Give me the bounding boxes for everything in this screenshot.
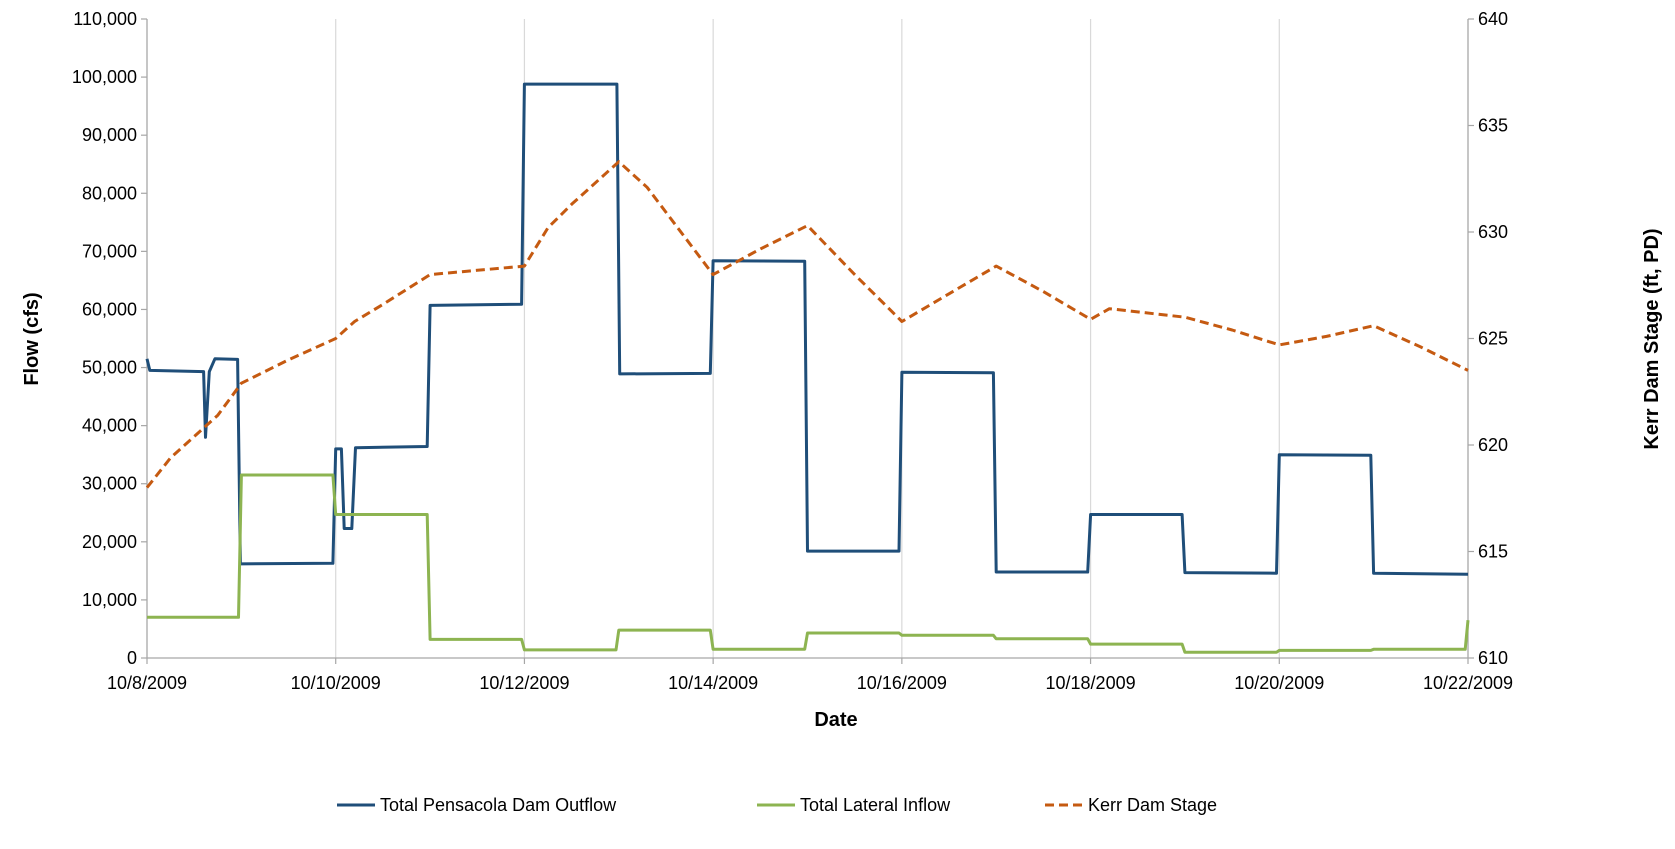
left-y-tick-label: 90,000	[82, 125, 137, 145]
left-y-tick-label: 40,000	[82, 416, 137, 436]
series-line-1	[145, 82, 1469, 576]
left-y-tick-label: 110,000	[73, 9, 137, 29]
left-y-axis-title: Flow (cfs)	[21, 292, 43, 385]
left-y-tick-label: 60,000	[82, 299, 137, 319]
plot-frame	[146, 19, 1469, 659]
x-tick-label: 10/16/2009	[857, 673, 947, 693]
legend-label-1: Total Pensacola Dam Outflow	[380, 795, 617, 815]
left-y-tick-label: 80,000	[82, 183, 137, 203]
left-y-axis-ticks: 0 10,000 20,000 30,000 40,000 50,000 60,000 70,…	[72, 9, 147, 668]
series-line-2	[147, 473, 1470, 654]
x-tick-label: 10/18/2009	[1046, 673, 1136, 693]
right-y-tick-label: 615	[1478, 542, 1508, 562]
x-tick-label: 10/22/2009	[1423, 673, 1513, 693]
right-y-tick-label: 625	[1478, 329, 1508, 349]
left-y-tick-label: 30,000	[82, 474, 137, 494]
gridlines	[146, 19, 1469, 658]
right-y-tick-label: 630	[1478, 222, 1508, 242]
x-axis-title: Date	[814, 709, 857, 731]
series-layer	[145, 82, 1470, 654]
left-y-tick-label: 100,000	[72, 67, 137, 87]
right-y-tick-label: 640	[1478, 9, 1508, 29]
left-y-tick-label: 70,000	[82, 241, 137, 261]
series-line-3	[145, 160, 1469, 489]
x-tick-label: 10/8/2009	[107, 673, 187, 693]
right-y-tick-label: 610	[1478, 648, 1508, 668]
x-tick-label: 10/12/2009	[479, 673, 569, 693]
left-y-tick-label: 50,000	[82, 358, 137, 378]
legend-label-3: Kerr Dam Stage	[1088, 795, 1217, 815]
left-y-tick-label: 20,000	[82, 532, 137, 552]
left-y-tick-label: 0	[127, 648, 137, 668]
x-axis-ticks: 10/8/2009 10/10/2009 10/12/2009 10/14/2009 1…	[107, 658, 1513, 693]
right-y-tick-label: 620	[1478, 435, 1508, 455]
right-y-tick-label: 635	[1478, 116, 1508, 136]
x-tick-label: 10/14/2009	[668, 673, 758, 693]
x-tick-label: 10/20/2009	[1234, 673, 1324, 693]
right-y-axis-title: Kerr Dam Stage (ft, PD)	[1641, 228, 1663, 449]
x-tick-label: 10/10/2009	[291, 673, 381, 693]
right-y-axis-ticks: 610 615 620 625 630 635 640	[1468, 9, 1508, 668]
legend: Total Pensacola Dam Outflow Total Lateral…	[337, 795, 1217, 815]
legend-label-2: Total Lateral Inflow	[800, 795, 951, 815]
left-y-tick-label: 10,000	[82, 590, 137, 610]
